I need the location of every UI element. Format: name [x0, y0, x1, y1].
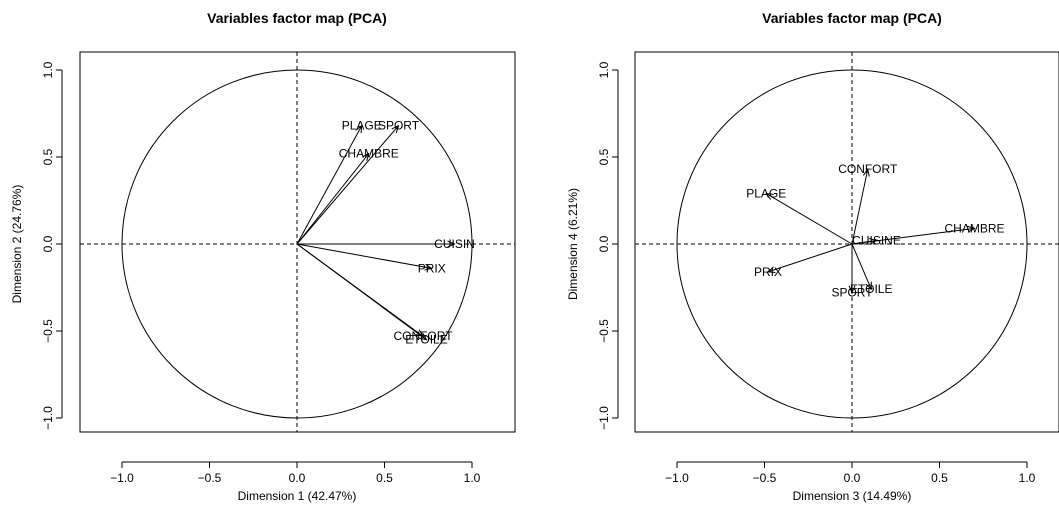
chart-title: Variables factor map (PCA): [762, 10, 942, 26]
variable-label-prix: PRIX: [418, 261, 446, 275]
variable-arrow-etoile: [296, 243, 427, 340]
factor-map-dim3-dim4: Variables factor map (PCA) Dimension 3 (…: [566, 10, 1059, 503]
variable-label-sport: SPORT: [378, 119, 420, 133]
variable-label-cuisine: CUISINE: [852, 234, 901, 248]
variable-arrow-etoile: [851, 243, 871, 289]
plot-frame: [634, 51, 1059, 433]
variable-arrow-prix: [768, 243, 853, 272]
variable-label-etoile: ETOILE: [405, 333, 447, 347]
y-tick-label: −1.0: [597, 406, 611, 430]
variable-arrow-chambre: [296, 154, 369, 245]
variable-label-chambre: CHAMBRE: [339, 147, 399, 161]
variable-arrow-cuisine: [851, 241, 877, 244]
y-axis-label: Dimension 4 (6.21%): [566, 188, 580, 300]
y-tick-label: −0.5: [41, 319, 55, 343]
correlation-circle: [121, 69, 473, 419]
factor-map-dim1-dim2: Variables factor map (PCA) Dimension 1 (…: [10, 10, 516, 503]
y-tick-label: 0.5: [597, 148, 611, 165]
variable-arrow-confort: [851, 169, 868, 245]
x-tick-label: 1.0: [1019, 471, 1036, 485]
x-tick-label: −0.5: [753, 471, 777, 485]
variable-arrow-plage: [296, 126, 362, 245]
y-tick-label: −0.5: [597, 319, 611, 343]
variable-label-plage: PLAGE: [342, 119, 382, 133]
x-axis-label: Dimension 3 (14.49%): [793, 489, 912, 503]
y-tick-label: 0.0: [41, 235, 55, 252]
x-tick-label: 0.0: [289, 471, 306, 485]
y-tick-label: 0.0: [597, 235, 611, 252]
variable-label-sport: SPORT: [831, 286, 873, 300]
y-tick-label: −1.0: [41, 406, 55, 430]
x-axis-label: Dimension 1 (42.47%): [238, 489, 357, 503]
correlation-circle: [676, 69, 1028, 419]
x-tick-label: −1.0: [110, 471, 134, 485]
variable-label-plage: PLAGE: [746, 187, 786, 201]
variable-label-chambre: CHAMBRE: [944, 221, 1004, 235]
x-tick-label: 0.5: [931, 471, 948, 485]
variable-label-cuisin: CUISIN: [434, 237, 475, 251]
x-tick-label: 1.0: [464, 471, 481, 485]
variable-arrow-plage: [766, 194, 853, 245]
y-tick-label: 1.0: [597, 61, 611, 78]
x-tick-label: −1.0: [665, 471, 689, 485]
x-tick-label: 0.0: [844, 471, 861, 485]
variable-arrow-prix: [296, 243, 432, 268]
variable-label-confort: CONFORT: [838, 162, 898, 176]
y-tick-label: 0.5: [41, 148, 55, 165]
variable-label-prix: PRIX: [754, 265, 782, 279]
x-tick-label: 0.5: [376, 471, 393, 485]
variable-arrow-sport: [296, 126, 399, 245]
chart-title: Variables factor map (PCA): [207, 10, 387, 26]
x-tick-label: −0.5: [198, 471, 222, 485]
y-tick-label: 1.0: [41, 61, 55, 78]
y-axis-label: Dimension 2 (24.76%): [10, 185, 24, 304]
variable-label-etoile: ETOILE: [850, 282, 892, 296]
